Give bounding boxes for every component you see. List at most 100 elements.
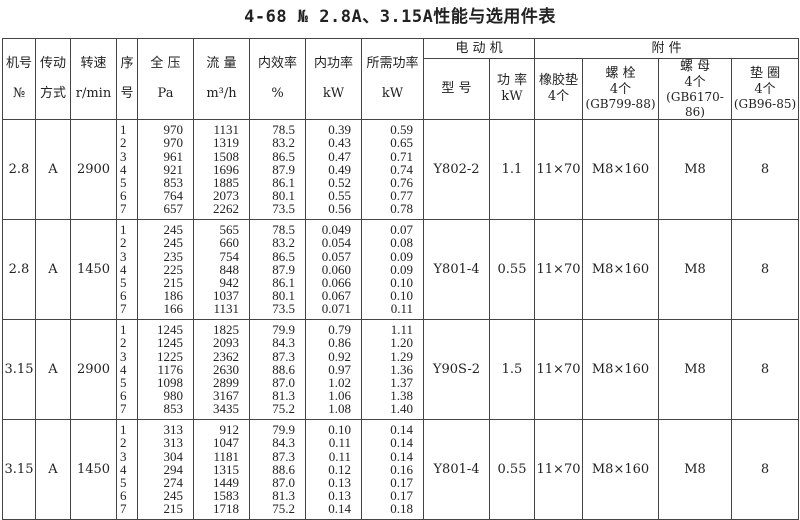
value: 215 <box>163 275 184 291</box>
value: 0.74 <box>390 161 413 177</box>
value: 1319 <box>213 135 239 151</box>
value: 1225 <box>157 348 183 364</box>
table-row: 3.15 A 2900 1 2 3 4 5 6 7 1245 1245 1225 1176 1098 980 8… <box>2 318 800 420</box>
value: 0.08 <box>390 235 413 251</box>
cell-pressure: 245 245 235 225 215 186 166 <box>137 218 194 320</box>
cell-motor-power: 0.55 <box>488 418 536 520</box>
value: 0.10 <box>390 275 413 291</box>
value: 1 <box>120 422 127 438</box>
value: 0.11 <box>328 435 351 451</box>
cell-rubber-pad: 11×70 <box>534 418 584 520</box>
value: 0.057 <box>321 248 351 264</box>
cell-machine-no: 2.8 <box>2 218 36 320</box>
value: 942 <box>219 275 240 291</box>
value: 83.2 <box>272 135 295 151</box>
value: 0.054 <box>321 235 351 251</box>
cell-bolt: M8×160 <box>582 318 660 420</box>
cell-flow: 565 660 754 848 942 1037 1131 <box>193 218 250 320</box>
value: 0.067 <box>321 288 351 304</box>
value: 848 <box>219 261 240 277</box>
value: 78.5 <box>272 222 295 238</box>
cell-drive: A <box>35 418 71 520</box>
value: 0.13 <box>328 488 351 504</box>
value: 1508 <box>213 148 239 164</box>
value: 657 <box>163 201 184 217</box>
header-efficiency: 内效率% <box>249 38 306 120</box>
value: 2 <box>120 135 127 151</box>
value: 0.071 <box>321 301 351 317</box>
value: 970 <box>163 122 184 138</box>
value: 0.59 <box>390 122 413 138</box>
cell-bolt: M8×160 <box>582 418 660 520</box>
header-seq: 序号 <box>116 38 138 120</box>
value: 2093 <box>213 335 239 351</box>
value: 84.3 <box>272 335 295 351</box>
table-row: 2.8 A 1450 1 2 3 4 5 6 7 245 245 235 225 215 186 166 565 6… <box>2 218 800 320</box>
value: 0.78 <box>390 201 413 217</box>
value: 0.65 <box>390 135 413 151</box>
value: 1718 <box>213 501 239 517</box>
value: 86.5 <box>272 148 295 164</box>
cell-nut: M8 <box>658 418 733 520</box>
value: 1449 <box>213 475 239 491</box>
value: 1047 <box>213 435 239 451</box>
value: 245 <box>163 235 184 251</box>
cell-inner-power: 0.049 0.054 0.057 0.060 0.066 0.067 0.071 <box>305 218 362 320</box>
value: 921 <box>163 161 184 177</box>
header-machine-no: 机号 № <box>2 38 36 120</box>
cell-drive: A <box>35 118 71 220</box>
value: 1 <box>120 322 127 338</box>
value: 0.09 <box>390 248 413 264</box>
value: 0.14 <box>390 435 413 451</box>
value: 1825 <box>213 322 239 338</box>
value: 87.3 <box>272 448 295 464</box>
value: 660 <box>219 235 240 251</box>
value: 87.9 <box>272 261 295 277</box>
value: 980 <box>163 388 184 404</box>
value: 2899 <box>213 375 239 391</box>
value: 0.92 <box>328 348 351 364</box>
value: 0.16 <box>390 461 413 477</box>
value: 4 <box>120 261 127 277</box>
value: 2 <box>120 435 127 451</box>
value: 3 <box>120 348 127 364</box>
value: 0.17 <box>390 475 413 491</box>
value: 0.14 <box>390 422 413 438</box>
cell-flow: 1131 1319 1508 1696 1885 2073 2262 <box>193 118 250 220</box>
cell-machine-no: 2.8 <box>2 118 36 220</box>
cell-efficiency: 79.9 84.3 87.3 88.6 87.0 81.3 75.2 <box>249 418 306 520</box>
cell-inner-power: 0.39 0.43 0.47 0.49 0.52 0.55 0.56 <box>305 118 362 220</box>
value: 0.14 <box>390 448 413 464</box>
value: 75.2 <box>272 401 295 417</box>
value: 0.049 <box>321 222 351 238</box>
value: 1.37 <box>390 375 413 391</box>
value: 313 <box>163 422 184 438</box>
value: 1583 <box>213 488 239 504</box>
value: 3167 <box>213 388 239 404</box>
value: 87.9 <box>272 161 295 177</box>
value: 1 <box>120 222 127 238</box>
value: 81.3 <box>272 488 295 504</box>
cell-speed: 1450 <box>70 418 117 520</box>
value: 7 <box>120 301 127 317</box>
value: 1.40 <box>390 401 413 417</box>
value: 86.1 <box>272 175 295 191</box>
value: 0.10 <box>390 288 413 304</box>
value: 0.52 <box>328 175 351 191</box>
value: 1.29 <box>390 348 413 364</box>
value: 4 <box>120 161 127 177</box>
value: 1176 <box>157 361 183 377</box>
cell-washer: 8 <box>731 318 800 420</box>
value: 0.060 <box>321 261 351 277</box>
table-row: 2.8 A 2900 1 2 3 4 5 6 7 970 970 961 921 853 764 657 1131… <box>2 118 800 220</box>
cell-flow: 1825 2093 2362 2630 2899 3167 3435 <box>193 318 250 420</box>
value: 0.18 <box>390 501 413 517</box>
header-accessories: 附 件 <box>534 38 800 59</box>
header-nut: 螺 母 4个 (GB6170-86) <box>658 58 733 120</box>
value: 853 <box>163 401 184 417</box>
cell-drive: A <box>35 318 71 420</box>
value: 0.17 <box>390 488 413 504</box>
value: 6 <box>120 488 127 504</box>
